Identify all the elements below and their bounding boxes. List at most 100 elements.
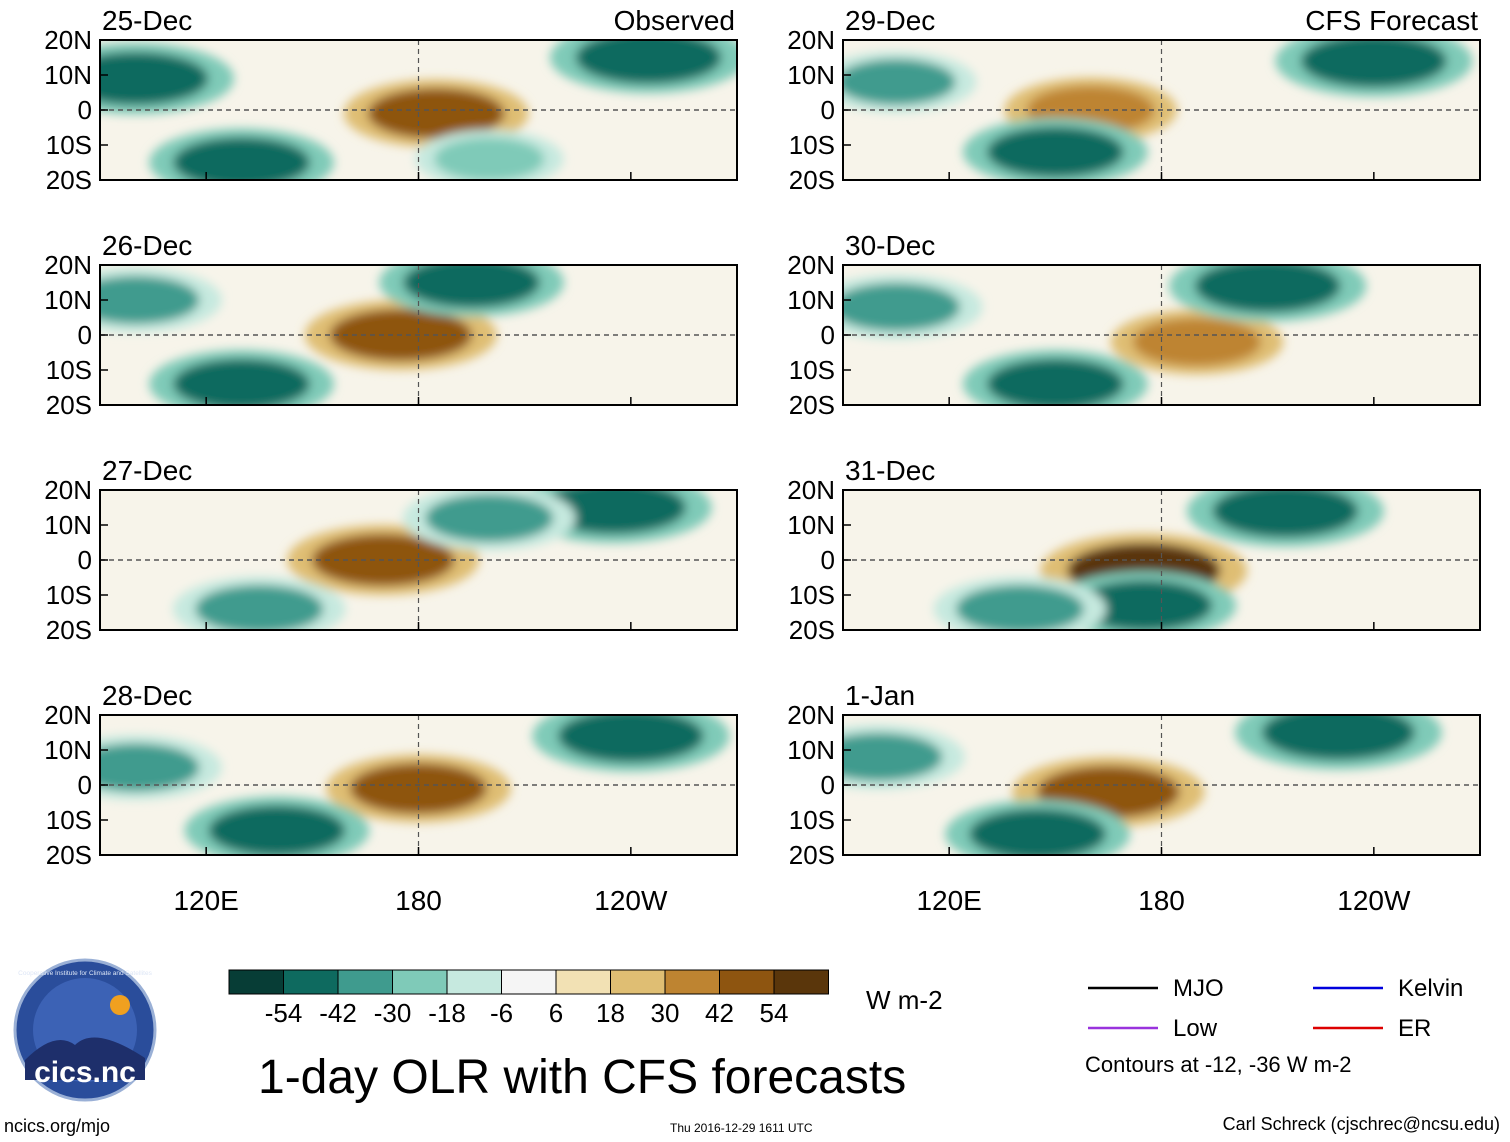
lat-tick-label: 20S [789, 840, 835, 870]
colorbar-swatch [283, 969, 339, 995]
colorbar-units: W m-2 [866, 985, 943, 1015]
colorbar-label: -54 [265, 998, 303, 1028]
panel-date: 30-Dec [845, 230, 935, 261]
olr-anomaly [1261, 715, 1416, 760]
olr-anomaly [1212, 490, 1359, 538]
lat-tick-label: 0 [78, 545, 92, 575]
olr-anomaly [195, 585, 324, 630]
colorbar-swatch [664, 969, 720, 995]
panel-29-Dec: 20N 10N 0 10S 20S 29-Dec CFS Forecast [787, 5, 1481, 195]
colorbar-swatch [228, 969, 284, 995]
olr-anomaly [843, 59, 956, 105]
olr-field [933, 490, 1384, 630]
colorbar-swatch [719, 969, 775, 995]
panel-date: 27-Dec [102, 455, 192, 486]
panel-26-Dec: 20N 10N 0 10S 20S 26-Dec [44, 230, 738, 420]
lat-tick-label: 10N [44, 60, 92, 90]
lat-tick-label: 0 [821, 770, 835, 800]
lat-tick-label: 10N [44, 285, 92, 315]
logo-text: cics.nc [34, 1056, 136, 1089]
lat-tick-label: 10S [789, 805, 835, 835]
olr-anomaly [100, 52, 209, 105]
lat-tick-label: 20N [787, 25, 835, 55]
colorbar-label: 18 [596, 998, 625, 1028]
olr-anomaly [843, 733, 943, 781]
colorbar-label: -18 [428, 998, 466, 1028]
colorbar-label: 42 [705, 998, 734, 1028]
olr-anomaly [575, 40, 722, 84]
panel-1-Jan: 20N 10N 0 10S 20S 1-Jan [787, 680, 1481, 870]
panel-date: 1-Jan [845, 680, 915, 711]
lat-tick-label: 0 [78, 320, 92, 350]
colorbar-swatch [555, 969, 611, 995]
olr-anomaly [540, 490, 687, 534]
colorbar-label: 54 [760, 998, 789, 1028]
olr-anomaly [100, 276, 200, 324]
lat-tick-label: 10N [787, 510, 835, 540]
legend-label-er: ER [1398, 1015, 1431, 1042]
colorbar-swatch [392, 969, 448, 995]
lat-tick-label: 20N [787, 475, 835, 505]
lon-tick-label: 180 [395, 885, 442, 916]
olr-anomaly [986, 126, 1124, 178]
site-link[interactable]: ncics.org/mjo [4, 1116, 111, 1136]
lat-tick-label: 0 [78, 770, 92, 800]
author-credit: Carl Schreck (cjschrec@ncsu.edu) [1222, 1114, 1500, 1134]
lon-tick-label: 120W [1337, 885, 1411, 916]
colorbar-label: 6 [549, 998, 563, 1028]
lat-tick-label: 20N [44, 25, 92, 55]
panel-date: 28-Dec [102, 680, 192, 711]
lat-tick-label: 10S [46, 580, 92, 610]
lat-tick-label: 10S [789, 355, 835, 385]
lat-tick-label: 20S [46, 390, 92, 420]
lon-tick-label: 120E [916, 885, 981, 916]
lat-tick-label: 20N [44, 475, 92, 505]
colorbar-label: -42 [319, 998, 357, 1028]
lat-tick-label: 10N [787, 735, 835, 765]
panel-28-Dec: 20N 10N 0 10S 20S 28-Dec [44, 680, 738, 870]
olr-anomaly [1132, 318, 1261, 366]
colorbar-swatch [501, 969, 557, 995]
lat-tick-label: 20N [44, 700, 92, 730]
olr-anomaly [425, 494, 554, 542]
lat-tick-label: 0 [821, 545, 835, 575]
olr-field [100, 715, 730, 855]
lat-tick-label: 0 [821, 95, 835, 125]
main-title: 1-day OLR with CFS forecasts [258, 1051, 907, 1104]
lat-tick-label: 10N [787, 60, 835, 90]
panel-27-Dec: 20N 10N 0 10S 20S 27-Dec [44, 455, 738, 645]
panel-30-Dec: 20N 10N 0 10S 20S 30-Dec [787, 230, 1481, 420]
panel-title: Observed [614, 5, 735, 36]
lat-tick-label: 0 [78, 95, 92, 125]
lat-tick-label: 10N [44, 735, 92, 765]
lon-tick-label: 180 [1138, 885, 1185, 916]
panel-date: 25-Dec [102, 5, 192, 36]
colorbar-swatch [773, 969, 829, 995]
legend-label-low: Low [1173, 1015, 1218, 1042]
lat-tick-label: 10S [789, 580, 835, 610]
colorbar-swatch [337, 969, 393, 995]
olr-anomaly [434, 137, 545, 180]
olr-anomaly [367, 88, 505, 139]
colorbar-swatch [446, 969, 502, 995]
lat-tick-label: 20S [46, 165, 92, 195]
lat-tick-label: 20S [789, 165, 835, 195]
panel-31-Dec: 20N 10N 0 10S 20S 31-Dec [787, 455, 1481, 645]
olr-anomaly [1075, 580, 1213, 630]
olr-anomaly [955, 585, 1084, 630]
lat-tick-label: 20S [789, 390, 835, 420]
olr-anomaly [173, 137, 311, 180]
contour-note: Contours at -12, -36 W m-2 [1085, 1052, 1352, 1077]
panel-25-Dec: 20N 10N 0 10S 20S 25-Dec Observed [44, 5, 738, 195]
panel-date: 26-Dec [102, 230, 192, 261]
lat-tick-label: 10S [46, 805, 92, 835]
panel-date: 29-Dec [845, 5, 935, 36]
olr-anomaly [986, 358, 1124, 405]
lat-tick-label: 20N [787, 700, 835, 730]
olr-anomaly [100, 743, 200, 792]
olr-anomaly [403, 265, 541, 308]
olr-field [843, 265, 1367, 405]
panel-date: 31-Dec [845, 455, 935, 486]
olr-anomaly [208, 805, 346, 855]
